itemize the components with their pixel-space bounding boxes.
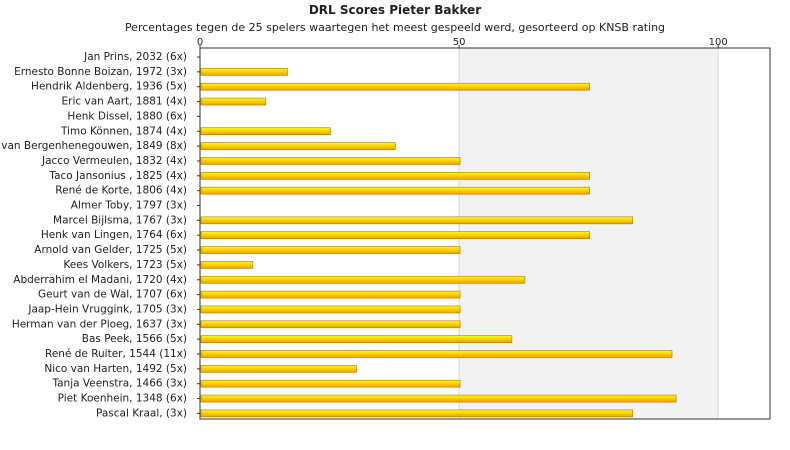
category-label: Henk Dissel, 1880 (6x) [67,110,187,122]
bar [200,127,331,136]
bar [200,68,288,76]
category-label: Bas Peek, 1566 (5x) [82,333,187,345]
category-label: René de Ruiter, 1544 (11x) [45,348,187,360]
x-tick-label: 0 [197,37,203,48]
bar-series [200,68,677,418]
category-label: Henk van Lingen, 1764 (6x) [41,229,187,241]
bar [200,186,590,195]
bar [200,157,461,165]
bar [200,365,357,373]
category-label: Hendrik Aldenberg, 1936 (5x) [31,81,187,93]
category-label: René de Korte, 1806 (4x) [55,185,187,197]
category-label: Geurt van de Wal, 1707 (6x) [38,289,187,301]
category-label: Eric van Aart, 1881 (4x) [62,96,188,108]
plot-frame [199,47,771,420]
category-label: Almer Toby, 1797 (3x) [71,200,187,212]
category-label: Arnold van Gelder, 1725 (5x) [34,244,187,256]
chart-subtitle: Percentages tegen de 25 spelers waartege… [124,21,666,34]
bar [200,290,461,299]
category-label: Pascal Kraal, (3x) [96,407,187,419]
bar [200,82,590,91]
category-label: Piet Koenhein, 1348 (6x) [58,393,187,405]
bar [200,97,267,106]
bar [200,409,633,418]
category-label: Nico van Harten, 1492 (5x) [44,363,187,375]
plot-border [199,47,771,420]
category-label: Jacco Vermeulen, 1832 (4x) [41,155,187,167]
x-axis-ticks: 0 50 100 [197,37,728,48]
bar [200,379,461,388]
category-label: Abderrahim el Madani, 1720 (4x) [13,274,187,286]
category-label: Tanja Veenstra, 1466 (3x) [51,378,187,390]
bar [200,231,590,239]
bar [200,320,461,329]
category-label: Herman van der Ploeg, 1637 (3x) [12,318,187,330]
category-label: Jan Prins, 2032 (6x) [83,51,187,63]
bar [200,305,461,314]
category-label: Kees Volkers, 1723 (5x) [63,259,187,271]
bar [200,394,677,403]
bar [200,142,396,150]
category-label: Timo Können, 1874 (4x) [60,125,187,137]
category-label: Ernesto Bonne Boizan, 1972 (3x) [14,66,187,78]
bar [200,216,633,225]
x-tick-label: 100 [709,37,728,48]
bar [200,275,526,284]
bar [200,350,673,358]
bar [200,261,254,269]
bar [200,172,590,180]
chart-title: DRL Scores Pieter Bakker [308,3,482,17]
bar [200,335,513,343]
y-axis-labels: Jan Prins, 2032 (6x) Ernesto Bonne Boizan… [1,51,200,419]
category-label: Taco Jansonius , 1825 (4x) [48,170,187,182]
category-label: van Bergenhenegouwen, 1849 (8x) [1,140,187,152]
x-tick-label: 50 [453,37,466,48]
category-label: Jaap-Hein Vruggink, 1705 (3x) [27,303,187,315]
category-label: Marcel Bijlsma, 1767 (3x) [53,214,187,226]
bar [200,246,461,254]
